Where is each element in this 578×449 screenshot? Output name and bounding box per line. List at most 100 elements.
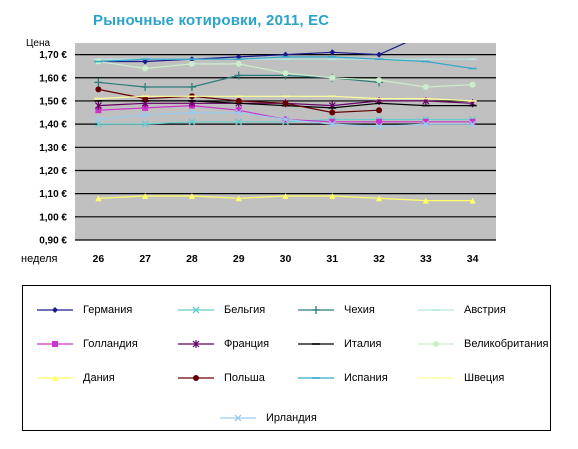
legend-symbol	[418, 341, 454, 347]
data-point	[235, 107, 242, 114]
data-point	[469, 81, 476, 88]
legend-item: Швеция	[416, 370, 504, 386]
y-tick-label: 1,70 €	[39, 50, 67, 61]
legend-item: Ирландия	[218, 410, 317, 426]
legend-symbol	[178, 306, 214, 314]
x-tick-label: 31	[326, 253, 338, 265]
legend-symbol	[298, 377, 334, 379]
data-point	[141, 83, 150, 92]
legend-label: Италия	[344, 338, 382, 350]
legend-marker	[193, 375, 199, 381]
legend-item: Австрия	[416, 302, 506, 318]
legend-item: Испания	[296, 370, 388, 386]
x-tick-label: 28	[186, 253, 198, 265]
legend-label: Бельгия	[224, 304, 266, 316]
legend-marker	[234, 414, 242, 422]
series-Германия	[95, 43, 407, 65]
x-tick-label: 34	[467, 253, 479, 265]
series-Ирландия	[94, 109, 477, 130]
x-tick-label: 29	[233, 253, 245, 265]
data-point	[142, 192, 149, 199]
y-tick-label: 1,30 €	[39, 143, 67, 154]
data-point	[329, 74, 336, 81]
x-axis-label: неделя	[21, 253, 58, 265]
data-point	[282, 51, 289, 58]
legend-marker	[52, 307, 58, 313]
data-point	[376, 195, 383, 202]
data-point	[329, 49, 336, 56]
data-point	[142, 104, 149, 111]
legend-item: Великобритания	[416, 336, 548, 352]
data-point	[329, 109, 336, 116]
data-point	[187, 83, 196, 92]
legend-symbol	[418, 309, 454, 311]
legend-item: Италия	[296, 336, 381, 352]
series-line	[98, 43, 407, 63]
data-point	[282, 192, 289, 199]
data-point	[376, 118, 383, 125]
data-point	[235, 109, 243, 116]
data-point	[142, 58, 149, 65]
legend-symbol	[418, 377, 454, 379]
legend-symbol	[37, 341, 73, 347]
y-tick-label: 0,90 €	[39, 236, 67, 247]
legend-symbol	[178, 340, 214, 348]
data-point	[282, 70, 289, 77]
legend-symbol	[220, 414, 256, 422]
y-axis-ticks: 0,90 € 1,00 € 1,10 € 1,20 € 1,30 € 1,40 € 1,50…	[39, 50, 67, 246]
y-tick-label: 1,00 €	[39, 212, 67, 223]
legend-label: Великобритания	[464, 338, 549, 350]
data-point	[328, 120, 336, 128]
data-point	[188, 109, 196, 116]
legend-label: Австрия	[464, 304, 506, 316]
data-point	[282, 100, 289, 107]
data-point	[469, 118, 476, 125]
legend-label: Голландия	[83, 338, 138, 350]
legend-label: Франция	[224, 338, 270, 350]
y-tick-label: 1,50 €	[39, 96, 67, 107]
legend-item: Голландия	[35, 336, 138, 352]
data-point	[141, 111, 149, 119]
x-tick-label: 30	[280, 253, 292, 265]
data-point	[235, 60, 242, 67]
data-point	[235, 53, 242, 60]
legend-marker	[52, 375, 58, 381]
data-point	[95, 195, 102, 202]
series-Польша	[95, 86, 383, 116]
data-point	[142, 65, 149, 72]
data-point	[95, 107, 102, 114]
y-tick-label: 1,20 €	[39, 166, 67, 177]
data-point	[375, 122, 383, 130]
legend-symbol	[298, 306, 334, 314]
data-point	[422, 84, 429, 91]
legend-item: Чехия	[296, 302, 375, 318]
y-tick-label: 1,60 €	[39, 73, 67, 84]
chart-title: Рыночные котировки, 2011, ЕС	[93, 12, 330, 29]
data-point	[141, 120, 149, 128]
legend: Германия Бельгия Чехия Австрия Голландия Фран…	[22, 285, 551, 431]
data-point	[188, 192, 195, 199]
legend-label: Швеция	[464, 372, 505, 384]
y-axis-label: Цена	[26, 38, 50, 49]
data-point	[188, 118, 196, 126]
line-chart: 0,90 € 1,00 € 1,10 € 1,20 € 1,30 € 1,40 € 1,50…	[21, 38, 496, 265]
data-point	[235, 118, 243, 126]
legend-symbol	[37, 375, 73, 381]
series-Испания	[94, 56, 477, 70]
legend-item: Бельгия	[176, 302, 265, 318]
data-point	[95, 86, 102, 93]
legend-label: Дания	[83, 372, 115, 384]
data-point	[234, 71, 243, 80]
data-point	[376, 107, 383, 114]
legend-marker	[52, 341, 58, 347]
legend-marker	[192, 340, 200, 348]
series-Дания	[95, 192, 476, 204]
legend-marker	[433, 341, 439, 347]
data-point	[422, 197, 429, 204]
series-group	[94, 43, 477, 204]
x-tick-label: 32	[373, 253, 385, 265]
y-tick-label: 1,40 €	[39, 120, 67, 131]
legend-label: Польша	[224, 372, 265, 384]
x-tick-label: 27	[139, 253, 151, 265]
legend-symbol	[37, 307, 73, 313]
